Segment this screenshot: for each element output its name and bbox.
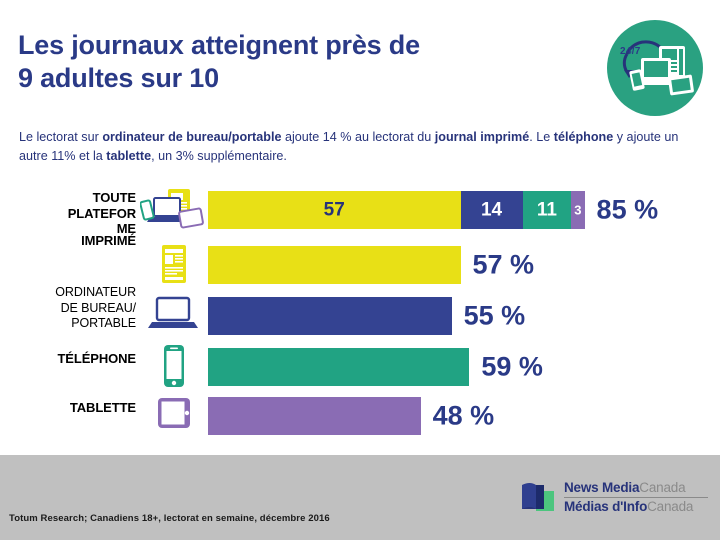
source-note: Totum Research; Canadiens 18+, lectorat …	[9, 513, 330, 524]
bar-segment-1: 57	[208, 191, 461, 229]
row-label-imprime: IMPRIMÉ	[0, 233, 136, 249]
chart-row-ordinateur: ORDINATEUR DE BUREAU/ PORTABLE 55 %	[0, 285, 720, 340]
bar-track-ordinateur: 55 %	[208, 297, 708, 335]
bar-imprime	[208, 246, 461, 284]
subtitle-bold-3: téléphone	[553, 130, 614, 144]
bar-segment-value: 3	[574, 202, 582, 218]
logo-fr-light: Canada	[647, 499, 694, 514]
book-logo-icon	[522, 483, 554, 511]
row-label-tablette: TABLETTE	[0, 400, 136, 416]
subtitle-part-2: ajoute 14 % au lectorat du	[281, 130, 435, 144]
row-label-line: TÉLÉPHONE	[57, 351, 136, 366]
bar-segment-2: 14	[460, 191, 523, 229]
all-platforms-devices-icon	[139, 188, 206, 239]
bar-segment-3: 11	[522, 191, 572, 229]
logo-en-bold: News Media	[564, 480, 640, 495]
subtitle-bold-1: ordinateur de bureau/portable	[102, 130, 282, 144]
bar-track-tablette: 48 %	[208, 397, 708, 435]
bar-segment-4: 3	[571, 191, 585, 229]
bar-value-label-ordinateur: 55 %	[463, 300, 526, 331]
chart-row-tablette: TABLETTE 48 %	[0, 393, 720, 439]
logo-divider	[564, 497, 708, 498]
row-label-line: PLATEFOR	[67, 205, 136, 221]
bar-tablette	[208, 397, 421, 435]
bar-segment-value: 11	[536, 199, 557, 221]
logo-text: News MediaCanada Médias d'InfoCanada	[564, 478, 710, 516]
bar-total-label-toute-plateforme: 85 %	[596, 194, 659, 225]
smartphone-icon	[140, 342, 206, 395]
row-label-line: TOUTE	[92, 190, 136, 205]
devices-24-7-icon: 24/7	[607, 20, 703, 116]
subtitle-part-5: , un 3% supplémentaire.	[151, 148, 287, 163]
badge-label: 24/7	[620, 46, 641, 57]
bar-value-label-imprime: 57 %	[472, 249, 535, 280]
subtitle: Le lectorat sur ordinateur de bureau/por…	[19, 128, 709, 165]
badge-artwork	[622, 40, 694, 96]
chart-row-imprime: IMPRIMÉ 57 %	[0, 233, 720, 288]
title-line-1: Les journaux atteignent près de	[18, 30, 420, 60]
logo-line-fr: Médias d'InfoCanada	[564, 497, 710, 516]
bar-ordinateur	[208, 297, 452, 335]
subtitle-part-3: . Le	[529, 130, 554, 144]
subtitle-part-1: Le lectorat sur	[19, 130, 103, 144]
newspaper-icon	[140, 243, 206, 292]
row-label-line: ORDINATEUR	[55, 285, 136, 299]
stacked-bar-toute-plateforme: 57 14 11 3	[208, 191, 585, 229]
tablet-icon	[140, 394, 206, 439]
subtitle-bold-2: journal imprimé	[434, 130, 530, 144]
bar-track-toute-plateforme: 57 14 11 3 85 %	[208, 191, 708, 229]
subtitle-bold-4: tablette	[106, 148, 152, 163]
logo-line-en: News MediaCanada	[564, 478, 710, 497]
bar-chart: TOUTE PLATEFOR ME 57 14 11 3	[0, 185, 720, 440]
row-label-line: PORTABLE	[71, 316, 136, 330]
row-label-line: IMPRIMÉ	[81, 233, 136, 248]
chart-row-telephone: TÉLÉPHONE 59 %	[0, 344, 720, 390]
row-label-telephone: TÉLÉPHONE	[0, 351, 136, 367]
row-label-line: DE BUREAU/	[60, 300, 137, 315]
header: Les journaux atteignent près de 9 adulte…	[0, 0, 720, 118]
bar-segment-value: 14	[480, 199, 503, 221]
title-line-2: 9 adultes sur 10	[18, 63, 219, 93]
subtitle-part-4: y ajoute un autre 11% et la	[19, 130, 679, 163]
bar-value-label-telephone: 59 %	[481, 351, 543, 382]
page-title: Les journaux atteignent près de 9 adulte…	[18, 29, 578, 95]
logo-en-light: Canada	[639, 480, 686, 495]
row-label-line: TABLETTE	[69, 400, 136, 415]
bar-telephone	[208, 348, 470, 386]
laptop-icon	[140, 295, 206, 340]
row-label-ordinateur: ORDINATEUR DE BUREAU/ PORTABLE	[0, 285, 136, 332]
row-label-line: ME	[116, 221, 136, 236]
news-media-canada-logo: News MediaCanada Médias d'InfoCanada	[520, 478, 710, 520]
bar-value-label-tablette: 48 %	[432, 400, 495, 431]
row-label-toute-plateforme: TOUTE PLATEFOR ME	[0, 190, 136, 237]
bar-segment-value: 57	[323, 199, 345, 221]
chart-row-toute-plateforme: TOUTE PLATEFOR ME 57 14 11 3	[0, 185, 720, 237]
bar-track-telephone: 59 %	[208, 348, 708, 386]
bar-track-imprime: 57 %	[208, 246, 708, 284]
logo-fr-bold: Médias d'Info	[564, 499, 648, 514]
